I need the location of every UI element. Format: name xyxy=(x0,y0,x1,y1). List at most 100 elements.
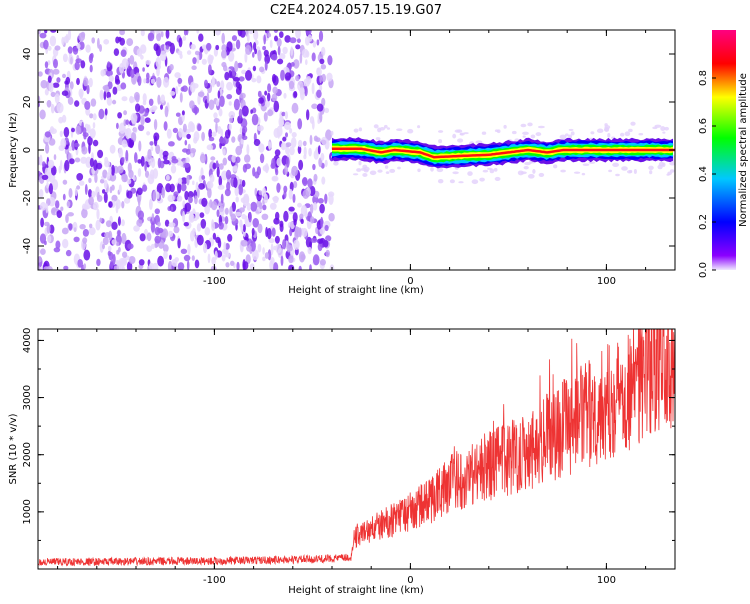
noise-blob xyxy=(138,259,145,266)
noise-blob xyxy=(252,52,255,58)
noise-blob xyxy=(300,254,306,261)
noise-blob xyxy=(298,265,302,270)
signal-halo xyxy=(581,172,586,176)
noise-blob xyxy=(56,77,61,83)
signal-halo xyxy=(467,171,473,177)
noise-blob xyxy=(44,88,49,96)
noise-blob xyxy=(183,254,191,262)
noise-blob xyxy=(69,81,74,90)
noise-blob xyxy=(229,117,233,123)
noise-blob xyxy=(242,259,246,270)
noise-blob xyxy=(264,90,268,96)
noise-blob xyxy=(262,204,267,211)
noise-blob xyxy=(272,86,278,94)
noise-blob xyxy=(306,215,312,221)
noise-blob xyxy=(196,30,199,34)
noise-blob xyxy=(311,52,316,62)
noise-blob xyxy=(316,67,322,77)
signal-halo xyxy=(397,166,401,170)
noise-blob xyxy=(194,195,198,205)
noise-blob xyxy=(54,45,61,51)
noise-blob xyxy=(112,86,118,95)
noise-blob xyxy=(212,232,217,240)
noise-blob xyxy=(191,65,197,70)
noise-blob xyxy=(104,108,108,116)
noise-blob xyxy=(159,149,165,159)
noise-blob xyxy=(307,178,313,188)
noise-blob xyxy=(48,183,54,195)
noise-blob xyxy=(152,168,159,179)
noise-blob xyxy=(227,51,235,62)
noise-blob xyxy=(60,138,67,149)
noise-blob xyxy=(241,69,247,75)
noise-blob xyxy=(205,42,212,51)
noise-blob xyxy=(150,146,154,152)
noise-blob xyxy=(55,200,60,209)
noise-blob xyxy=(226,94,233,100)
noise-blob xyxy=(328,193,334,205)
noise-blob xyxy=(268,141,272,150)
noise-blob xyxy=(73,236,80,243)
noise-blob xyxy=(44,131,51,138)
noise-blob xyxy=(257,90,262,98)
noise-blob xyxy=(278,53,286,60)
noise-blob xyxy=(209,55,214,61)
noise-blob xyxy=(309,116,315,124)
noise-blob xyxy=(154,235,161,244)
noise-blob xyxy=(312,40,317,48)
noise-blob xyxy=(44,30,48,34)
noise-blob xyxy=(235,39,241,50)
noise-blob xyxy=(171,158,179,164)
noise-blob xyxy=(51,165,57,176)
noise-blob xyxy=(157,227,164,234)
noise-blob xyxy=(328,212,335,222)
noise-blob xyxy=(50,91,56,98)
colorbar-tick-label: 0.8 xyxy=(698,70,709,86)
noise-blob xyxy=(253,30,259,41)
noise-blob xyxy=(103,39,110,45)
noise-blob xyxy=(235,81,241,89)
noise-blob xyxy=(246,202,251,211)
noise-blob xyxy=(168,141,175,147)
noise-blob xyxy=(121,232,127,245)
noise-blob xyxy=(264,252,269,259)
noise-blob xyxy=(191,255,195,261)
noise-blob xyxy=(83,134,87,140)
noise-blob xyxy=(290,46,294,57)
noise-blob xyxy=(193,131,200,142)
signal-halo xyxy=(661,162,666,168)
noise-blob xyxy=(232,77,240,82)
signal-halo xyxy=(452,133,457,139)
noise-blob xyxy=(289,146,295,156)
noise-blob xyxy=(213,118,220,123)
noise-blob xyxy=(286,243,291,253)
noise-blob xyxy=(250,109,253,114)
noise-blob xyxy=(206,181,214,189)
noise-blob xyxy=(310,216,315,224)
noise-blob xyxy=(72,221,78,232)
noise-blob xyxy=(59,130,63,137)
noise-blob xyxy=(304,210,308,219)
noise-blob xyxy=(169,64,174,71)
noise-blob xyxy=(211,78,215,88)
signal-halo xyxy=(463,132,469,135)
noise-blob xyxy=(129,96,136,103)
noise-blob xyxy=(230,260,235,266)
noise-blob xyxy=(76,43,81,49)
noise-blob xyxy=(304,86,308,97)
noise-blob xyxy=(257,243,262,253)
y-tick-label: 1000 xyxy=(22,499,33,524)
noise-blob xyxy=(246,33,250,42)
snr-frame xyxy=(37,328,676,570)
noise-blob xyxy=(153,119,158,131)
noise-blob xyxy=(315,226,319,234)
noise-blob xyxy=(288,206,295,212)
noise-blob xyxy=(140,54,144,60)
noise-blob xyxy=(319,259,326,266)
noise-blob xyxy=(303,146,307,157)
noise-blob xyxy=(273,100,280,113)
noise-blob xyxy=(282,46,288,55)
noise-blob xyxy=(262,45,266,51)
noise-blob xyxy=(309,264,312,270)
noise-blob xyxy=(182,210,186,223)
